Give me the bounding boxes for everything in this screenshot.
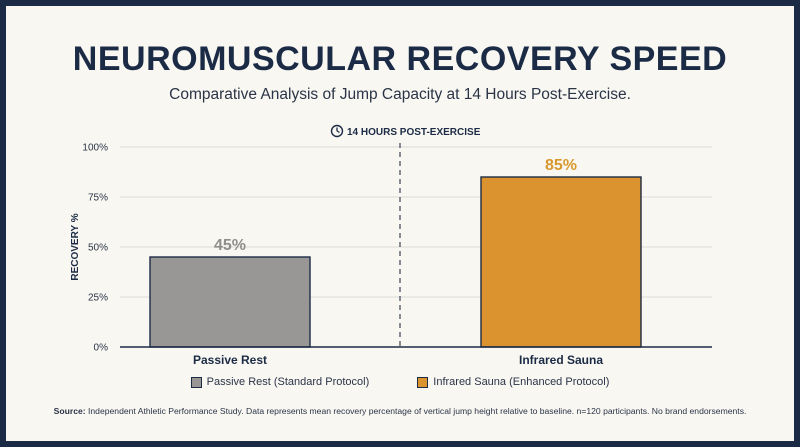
legend-label: Passive Rest (Standard Protocol)	[206, 376, 370, 388]
legend-swatch-infrared-sauna	[417, 376, 429, 388]
chart-title: NEUROMUSCULAR RECOVERY SPEED	[72, 40, 728, 78]
source-text: Independent Athletic Performance Study. …	[88, 406, 747, 416]
y-tick-label: 75%	[88, 193, 108, 204]
bar-infrared-sauna	[480, 176, 642, 348]
x-tick-label: Passive Rest	[193, 353, 267, 367]
data-label-infrared-sauna: 85%	[545, 157, 577, 174]
y-tick-label: 25%	[88, 293, 108, 304]
data-label-passive-rest: 45%	[214, 237, 246, 254]
bar-passive-rest	[149, 256, 311, 348]
y-axis-ticks: 0% 25% 50% 75% 100%	[82, 143, 108, 354]
legend-item-passive-rest: Passive Rest (Standard Protocol)	[190, 376, 370, 388]
x-tick-label: Infrared Sauna	[519, 353, 603, 367]
source-note: Source: Independent Athletic Performance…	[0, 406, 800, 416]
bars: 45% 85%	[149, 157, 642, 348]
y-tick-label: 50%	[88, 243, 108, 254]
legend-item-infrared-sauna: Infrared Sauna (Enhanced Protocol)	[417, 376, 609, 388]
annotation: 14 HOURS POST-EXERCISE	[330, 124, 481, 138]
source-label: Source:	[53, 406, 86, 416]
legend-swatch-passive-rest	[190, 376, 202, 388]
y-axis-label: RECOVERY %	[70, 213, 81, 280]
chart-subtitle: Comparative Analysis of Jump Capacity at…	[169, 86, 631, 103]
legend: Passive Rest (Standard Protocol) Infrare…	[0, 376, 800, 388]
y-tick-label: 0%	[94, 343, 109, 354]
x-axis-labels: Passive Rest Infrared Sauna	[193, 353, 603, 367]
annotation-label: 14 HOURS POST-EXERCISE	[347, 127, 481, 138]
chart-card	[6, 6, 794, 441]
y-tick-label: 100%	[82, 143, 108, 154]
legend-label: Infrared Sauna (Enhanced Protocol)	[433, 376, 610, 388]
clock-icon	[330, 124, 344, 138]
